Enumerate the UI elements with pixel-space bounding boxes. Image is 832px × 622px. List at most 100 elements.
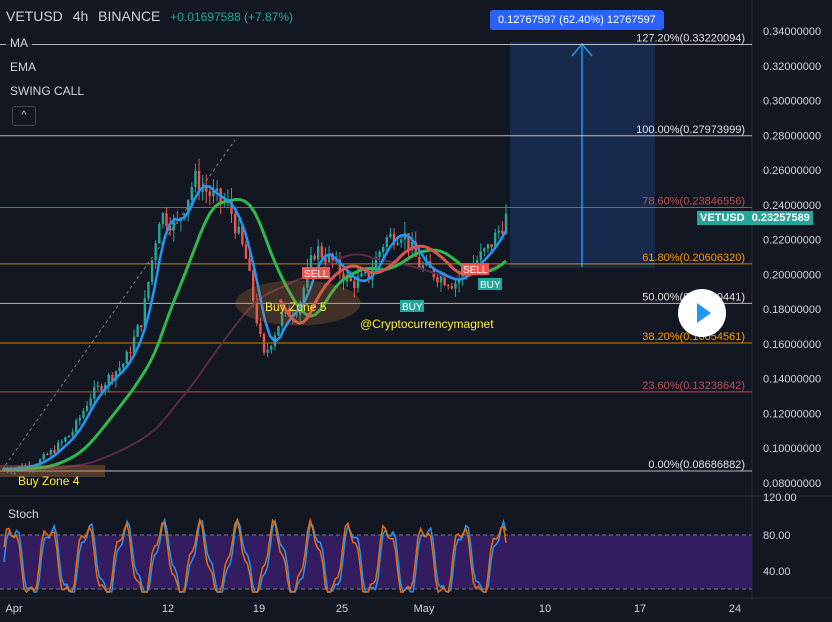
candle-body xyxy=(443,275,446,286)
candle-body xyxy=(71,432,74,436)
candle-body xyxy=(241,226,244,245)
candle-body xyxy=(418,256,421,269)
price-tick: 0.12000000 xyxy=(763,408,821,420)
candle-body xyxy=(450,286,454,289)
candle-body xyxy=(302,287,305,302)
candle-body xyxy=(356,276,360,288)
candle-body xyxy=(486,244,490,249)
stoch-line xyxy=(3,517,507,594)
candle-body xyxy=(338,258,342,274)
watermark: @Cryptocurrencymagnet xyxy=(360,317,494,331)
price-change: +0.01697588 (+7.87%) xyxy=(170,10,294,24)
candle-body xyxy=(400,239,403,243)
candle-body xyxy=(277,326,280,336)
indicator-ema[interactable]: EMA xyxy=(6,58,41,76)
time-tick: 10 xyxy=(539,603,551,615)
time-tick: 25 xyxy=(336,603,348,615)
swing-call-line xyxy=(278,244,471,325)
buy-zone-4-box xyxy=(0,465,105,477)
candle-body xyxy=(111,374,114,381)
price-tick: 0.32000000 xyxy=(763,61,821,73)
candle-body xyxy=(132,336,136,353)
fib-label: 23.60%(0.13238642) xyxy=(642,380,745,392)
fib-label: 127.20%(0.33220094) xyxy=(636,33,745,45)
candle-body xyxy=(266,349,269,353)
sell-signal-2 xyxy=(461,263,489,275)
candle-body xyxy=(317,246,320,260)
sell-signal-1-label: SELL xyxy=(304,269,329,280)
timeframe[interactable]: 4h xyxy=(72,8,89,24)
candle-body xyxy=(248,258,251,271)
candle-body xyxy=(49,449,53,455)
candle-body xyxy=(46,454,49,456)
fib-levels: 127.20%(0.33220094) 100.00%(0.27973999) 78… xyxy=(0,33,752,472)
buy-zone-4-label: Buy Zone 4 xyxy=(18,474,80,488)
indicator-swing-call[interactable]: SWING CALL xyxy=(6,82,89,100)
candle-body xyxy=(136,325,139,337)
candle-body xyxy=(454,283,457,289)
candle-body xyxy=(407,233,410,250)
candle-body xyxy=(89,398,92,406)
candle-body xyxy=(251,270,255,301)
price-tick: 0.18000000 xyxy=(763,304,821,316)
candle-body xyxy=(125,351,128,364)
candle-body xyxy=(490,244,493,248)
candle-body xyxy=(82,410,85,418)
candle-body xyxy=(475,260,479,265)
stoch-title: Stoch xyxy=(8,507,39,521)
price-tick: 0.08000000 xyxy=(763,478,821,490)
candle-body xyxy=(493,232,497,248)
candle-body xyxy=(100,385,103,391)
candle-body xyxy=(150,260,154,282)
candle-body xyxy=(158,223,161,244)
candle-body xyxy=(367,271,370,280)
exchange: BINANCE xyxy=(98,8,161,24)
indicator-ma[interactable]: MA xyxy=(6,34,32,52)
time-tick: May xyxy=(414,603,435,615)
candle-body xyxy=(483,248,486,252)
price-tick: 0.28000000 xyxy=(763,130,821,142)
candle-body xyxy=(262,333,266,353)
candle-body xyxy=(168,226,172,231)
price-tick: 0.24000000 xyxy=(763,200,821,212)
collapse-indicators-button[interactable]: ^ xyxy=(12,106,36,126)
candle-body xyxy=(194,170,197,188)
symbol[interactable]: VETUSD xyxy=(6,8,63,24)
stoch-tick: 80.00 xyxy=(763,530,791,542)
axes: 0.34000000 0.32000000 0.30000000 0.28000000… xyxy=(5,26,821,615)
candle-body xyxy=(374,257,378,270)
candle-body xyxy=(342,273,345,282)
candle-body xyxy=(197,170,201,192)
candle-body xyxy=(85,405,89,411)
fib-label: 38.20%(0.16054561) xyxy=(642,331,745,343)
moving-averages xyxy=(3,184,508,471)
candle-body xyxy=(320,246,324,258)
time-tick: 17 xyxy=(634,603,646,615)
candle-body xyxy=(93,386,96,399)
candle-body xyxy=(165,213,168,227)
price-tick: 0.22000000 xyxy=(763,235,821,247)
price-tick: 0.30000000 xyxy=(763,96,821,108)
candle-body xyxy=(118,367,121,372)
candle-body xyxy=(53,449,56,453)
buy-signal-1 xyxy=(400,300,424,312)
candle-body xyxy=(382,246,385,252)
candle-body xyxy=(497,230,500,233)
ma-line xyxy=(3,184,508,471)
candle-body xyxy=(353,281,356,288)
candle-body xyxy=(190,187,193,200)
candle-body xyxy=(129,351,132,353)
candle-body xyxy=(414,241,417,257)
candle-body xyxy=(436,277,439,283)
price-tick: 0.14000000 xyxy=(763,374,821,386)
fib-label: 100.00%(0.27973999) xyxy=(636,124,745,136)
candle-body xyxy=(42,454,45,460)
candle-body xyxy=(439,275,443,283)
candle-body xyxy=(201,187,204,192)
candle-body xyxy=(75,420,78,433)
play-button[interactable] xyxy=(678,289,726,337)
stoch-tick: 120.00 xyxy=(763,492,797,504)
play-icon xyxy=(697,303,711,323)
candle-body xyxy=(259,323,262,334)
